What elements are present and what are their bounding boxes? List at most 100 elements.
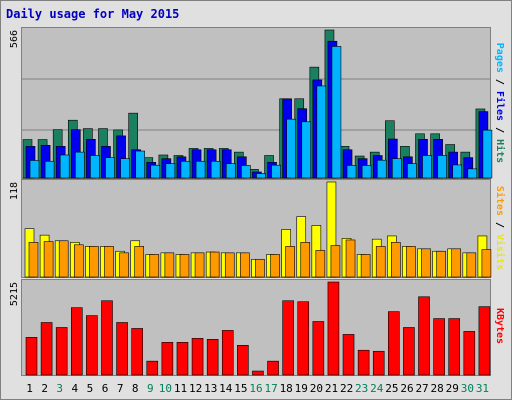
- bar-pages-day-13: [210, 160, 221, 179]
- bar-sites-day-7: [119, 252, 129, 278]
- legend-bot: KBytes: [494, 308, 505, 344]
- bar-sites-day-30: [466, 252, 477, 278]
- x-tick-label-14: 14: [219, 382, 233, 395]
- bar-pages-day-24: [376, 159, 387, 179]
- x-tick-label-30: 30: [461, 382, 474, 395]
- bar-kbytes-day-2: [40, 322, 53, 376]
- bar-pages-day-19: [301, 121, 312, 179]
- bar-kbytes-day-18: [282, 300, 294, 376]
- y-max-label-top: 566: [9, 30, 20, 48]
- x-tick-label-22: 22: [340, 382, 353, 395]
- x-tick-label-5: 5: [87, 382, 94, 395]
- x-tick-label-7: 7: [117, 382, 124, 395]
- bar-pages-day-23: [361, 165, 372, 179]
- bar-kbytes-day-14: [221, 330, 234, 376]
- bar-pages-day-20: [316, 85, 327, 179]
- bar-sites-day-9: [149, 254, 160, 278]
- bar-pages-day-22: [346, 165, 357, 179]
- bar-pages-day-18: [286, 118, 296, 179]
- x-tick-label-17: 17: [264, 382, 277, 395]
- bar-pages-day-17: [271, 164, 281, 179]
- bar-sites-day-5: [89, 246, 99, 278]
- legend-segment: /: [494, 216, 505, 234]
- legend-segment: Sites: [494, 186, 506, 216]
- bar-sites-day-15: [240, 252, 250, 278]
- bar-kbytes-day-13: [206, 339, 219, 376]
- bar-pages-day-29: [452, 164, 463, 179]
- bar-kbytes-day-26: [403, 327, 415, 376]
- x-tick-label-9: 9: [147, 382, 154, 395]
- bar-kbytes-day-21: [327, 281, 340, 376]
- bar-pages-day-21: [331, 46, 342, 179]
- bar-pages-day-11: [180, 160, 191, 179]
- bar-sites-day-18: [285, 246, 295, 278]
- x-tick-label-16: 16: [249, 382, 262, 395]
- bar-sites-day-1: [28, 242, 39, 278]
- bar-sites-day-10: [164, 252, 175, 278]
- x-tick-label-15: 15: [234, 382, 247, 395]
- bar-pages-day-10: [165, 163, 176, 179]
- bar-pages-day-7: [120, 158, 130, 179]
- bar-sites-day-17: [270, 254, 280, 278]
- x-tick-label-24: 24: [370, 382, 384, 395]
- x-axis-day-labels: 1 2 3 4 5 6 7 8 9 10 11 12 13 14 15 16 17 18 19 20 21 22 23 24 2…: [26, 382, 489, 395]
- bar-kbytes-day-6: [101, 300, 113, 376]
- bar-kbytes-day-25: [388, 311, 400, 376]
- bar-kbytes-day-24: [372, 350, 385, 376]
- panel-top: 566 Pages / Files / Hits: [9, 27, 506, 179]
- bar-sites-day-6: [104, 246, 114, 278]
- x-tick-label-4: 4: [72, 382, 79, 395]
- legend-segment: KBytes: [494, 308, 505, 344]
- bar-pages-day-16: [256, 173, 266, 179]
- bar-kbytes-day-28: [433, 318, 445, 376]
- bar-kbytes-day-3: [55, 327, 68, 376]
- legend-mid: Sites / Visits: [494, 186, 506, 270]
- bar-sites-day-8: [134, 246, 144, 278]
- bar-pages-day-26: [407, 163, 417, 179]
- bar-sites-day-27: [421, 248, 431, 278]
- x-tick-label-26: 26: [400, 382, 413, 395]
- bar-pages-day-6: [105, 157, 115, 179]
- bar-kbytes-day-9: [146, 360, 159, 376]
- bar-pages-day-28: [437, 155, 447, 179]
- bar-sites-day-11: [179, 254, 190, 278]
- x-tick-label-25: 25: [385, 382, 398, 395]
- x-tick-label-11: 11: [174, 382, 187, 395]
- x-tick-label-23: 23: [355, 382, 368, 395]
- x-tick-label-3: 3: [56, 382, 63, 395]
- bar-pages-day-9: [150, 164, 161, 179]
- bar-pages-day-15: [241, 165, 251, 179]
- bar-kbytes-day-23: [357, 349, 370, 376]
- bar-kbytes-day-4: [70, 307, 83, 376]
- legend-segment: /: [494, 121, 505, 139]
- x-tick-label-19: 19: [295, 382, 308, 395]
- panel-mid: 118 Sites / Visits: [9, 179, 506, 278]
- bar-kbytes-day-7: [116, 322, 128, 376]
- bar-kbytes-day-10: [161, 342, 174, 376]
- bar-pages-day-3: [59, 154, 70, 179]
- bar-kbytes-day-27: [418, 296, 430, 376]
- chart-title: Daily usage for May 2015: [6, 7, 179, 21]
- bar-kbytes-day-5: [86, 315, 98, 376]
- x-tick-label-29: 29: [446, 382, 459, 395]
- bar-sites-day-26: [406, 246, 416, 278]
- bar-pages-day-27: [422, 155, 432, 179]
- bar-sites-day-22: [345, 239, 356, 278]
- bar-pages-day-2: [44, 160, 55, 179]
- x-tick-label-18: 18: [280, 382, 293, 395]
- bar-sites-day-28: [436, 250, 446, 278]
- legend-segment: /: [494, 73, 505, 91]
- bar-kbytes-day-29: [448, 318, 461, 376]
- bar-sites-day-3: [58, 240, 69, 278]
- bar-pages-day-5: [90, 155, 100, 179]
- x-tick-label-8: 8: [132, 382, 139, 395]
- legend-segment: Files: [494, 91, 506, 121]
- x-tick-label-10: 10: [159, 382, 172, 395]
- bar-kbytes-day-20: [312, 321, 325, 376]
- bar-sites-day-24: [375, 246, 386, 278]
- x-tick-label-20: 20: [310, 382, 323, 395]
- bar-pages-day-14: [225, 163, 236, 179]
- bar-kbytes-day-16: [252, 370, 264, 376]
- bar-pages-day-12: [195, 160, 206, 179]
